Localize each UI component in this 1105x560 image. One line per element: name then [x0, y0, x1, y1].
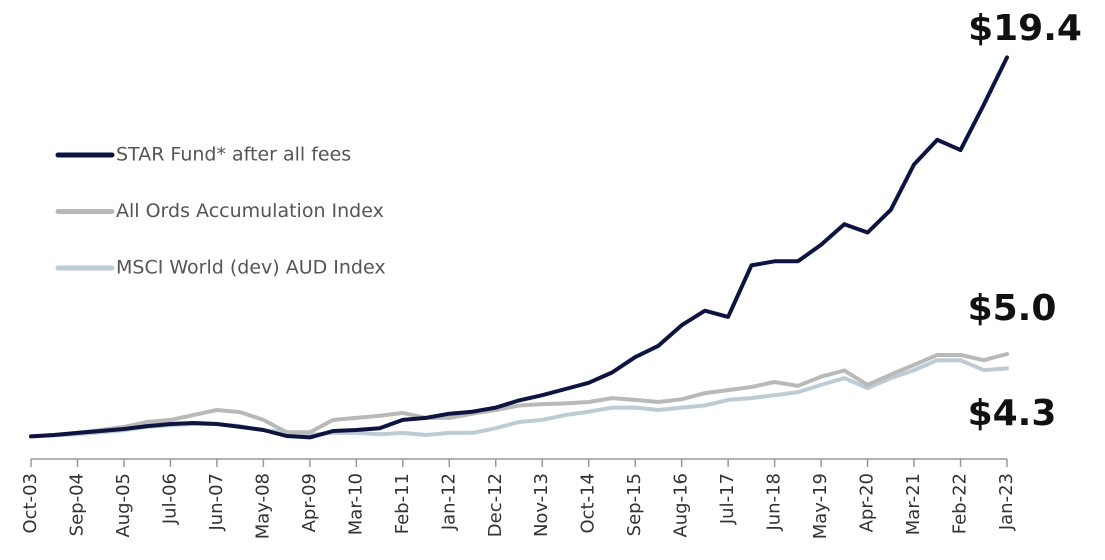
legend-label: MSCI World (dev) AUD Index	[116, 257, 386, 279]
x-tick-label: Apr-09	[299, 473, 320, 532]
x-tick-label: Aug-16	[671, 473, 692, 538]
x-tick-label: Jun-18	[764, 473, 785, 532]
series-line	[29, 352, 1009, 439]
legend-label: STAR Fund* after all fees	[116, 144, 351, 166]
x-tick-label: Oct-14	[578, 473, 599, 534]
x-tick-label: Sep-15	[624, 473, 645, 536]
x-tick-label: Mar-21	[903, 473, 924, 535]
x-tick-label: May-19	[810, 473, 831, 539]
x-tick-label: Nov-13	[531, 473, 552, 537]
x-tick-label: Jan-12	[438, 473, 459, 531]
x-tick-label: Aug-05	[113, 473, 134, 538]
x-tick-label: Feb-22	[950, 473, 971, 534]
x-tick-label: Jul-06	[159, 473, 180, 525]
data-label: $4.3	[968, 393, 1057, 434]
x-tick-label: Jul-17	[717, 473, 738, 525]
x-tick-label: Oct-03	[20, 473, 41, 534]
x-tick-label: Mar-10	[345, 473, 366, 535]
x-tick-label: Apr-20	[857, 473, 878, 532]
data-label: $5.0	[968, 288, 1057, 329]
x-tick-label: Jun-07	[206, 473, 227, 532]
legend-label: All Ords Accumulation Index	[116, 200, 384, 222]
x-tick-label: Sep-04	[66, 473, 87, 536]
series-line	[29, 55, 1009, 440]
data-label: $19.4	[968, 8, 1082, 49]
x-tick-label: Feb-11	[392, 473, 413, 534]
x-tick-label: May-08	[252, 473, 273, 539]
x-tick-label: Dec-12	[485, 473, 506, 537]
x-tick-label: Jan-23	[996, 473, 1017, 531]
